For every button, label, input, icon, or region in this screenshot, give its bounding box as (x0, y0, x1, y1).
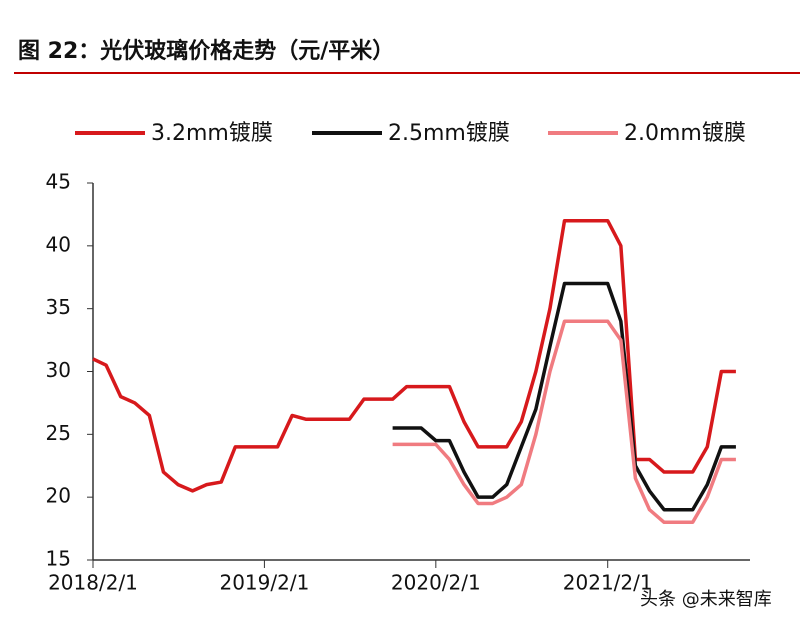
y-tick-label: 25 (46, 421, 71, 445)
y-tick-label: 20 (46, 484, 71, 508)
series-line (392, 281, 736, 512)
watermark: 头条 @未来智库 (640, 589, 772, 610)
x-tick-label: 2018/2/1 (48, 571, 138, 595)
y-tick-label: 45 (46, 170, 71, 194)
x-tick-label: 2021/2/1 (563, 571, 653, 595)
x-tick-label: 2019/2/1 (219, 571, 309, 595)
x-tick-label: 2020/2/1 (391, 571, 481, 595)
y-tick-label: 30 (46, 358, 71, 382)
y-tick-label: 35 (46, 295, 71, 319)
legend-label: 2.0mm镀膜 (624, 121, 746, 146)
y-tick-label: 40 (46, 232, 71, 256)
chart-title: 图 22：光伏玻璃价格走势（元/平米） (18, 38, 394, 64)
legend-label: 2.5mm镀膜 (388, 121, 510, 146)
legend-label: 3.2mm镀膜 (151, 121, 273, 146)
series-line (92, 218, 736, 493)
y-tick-label: 15 (46, 547, 71, 571)
series-line (392, 319, 736, 525)
